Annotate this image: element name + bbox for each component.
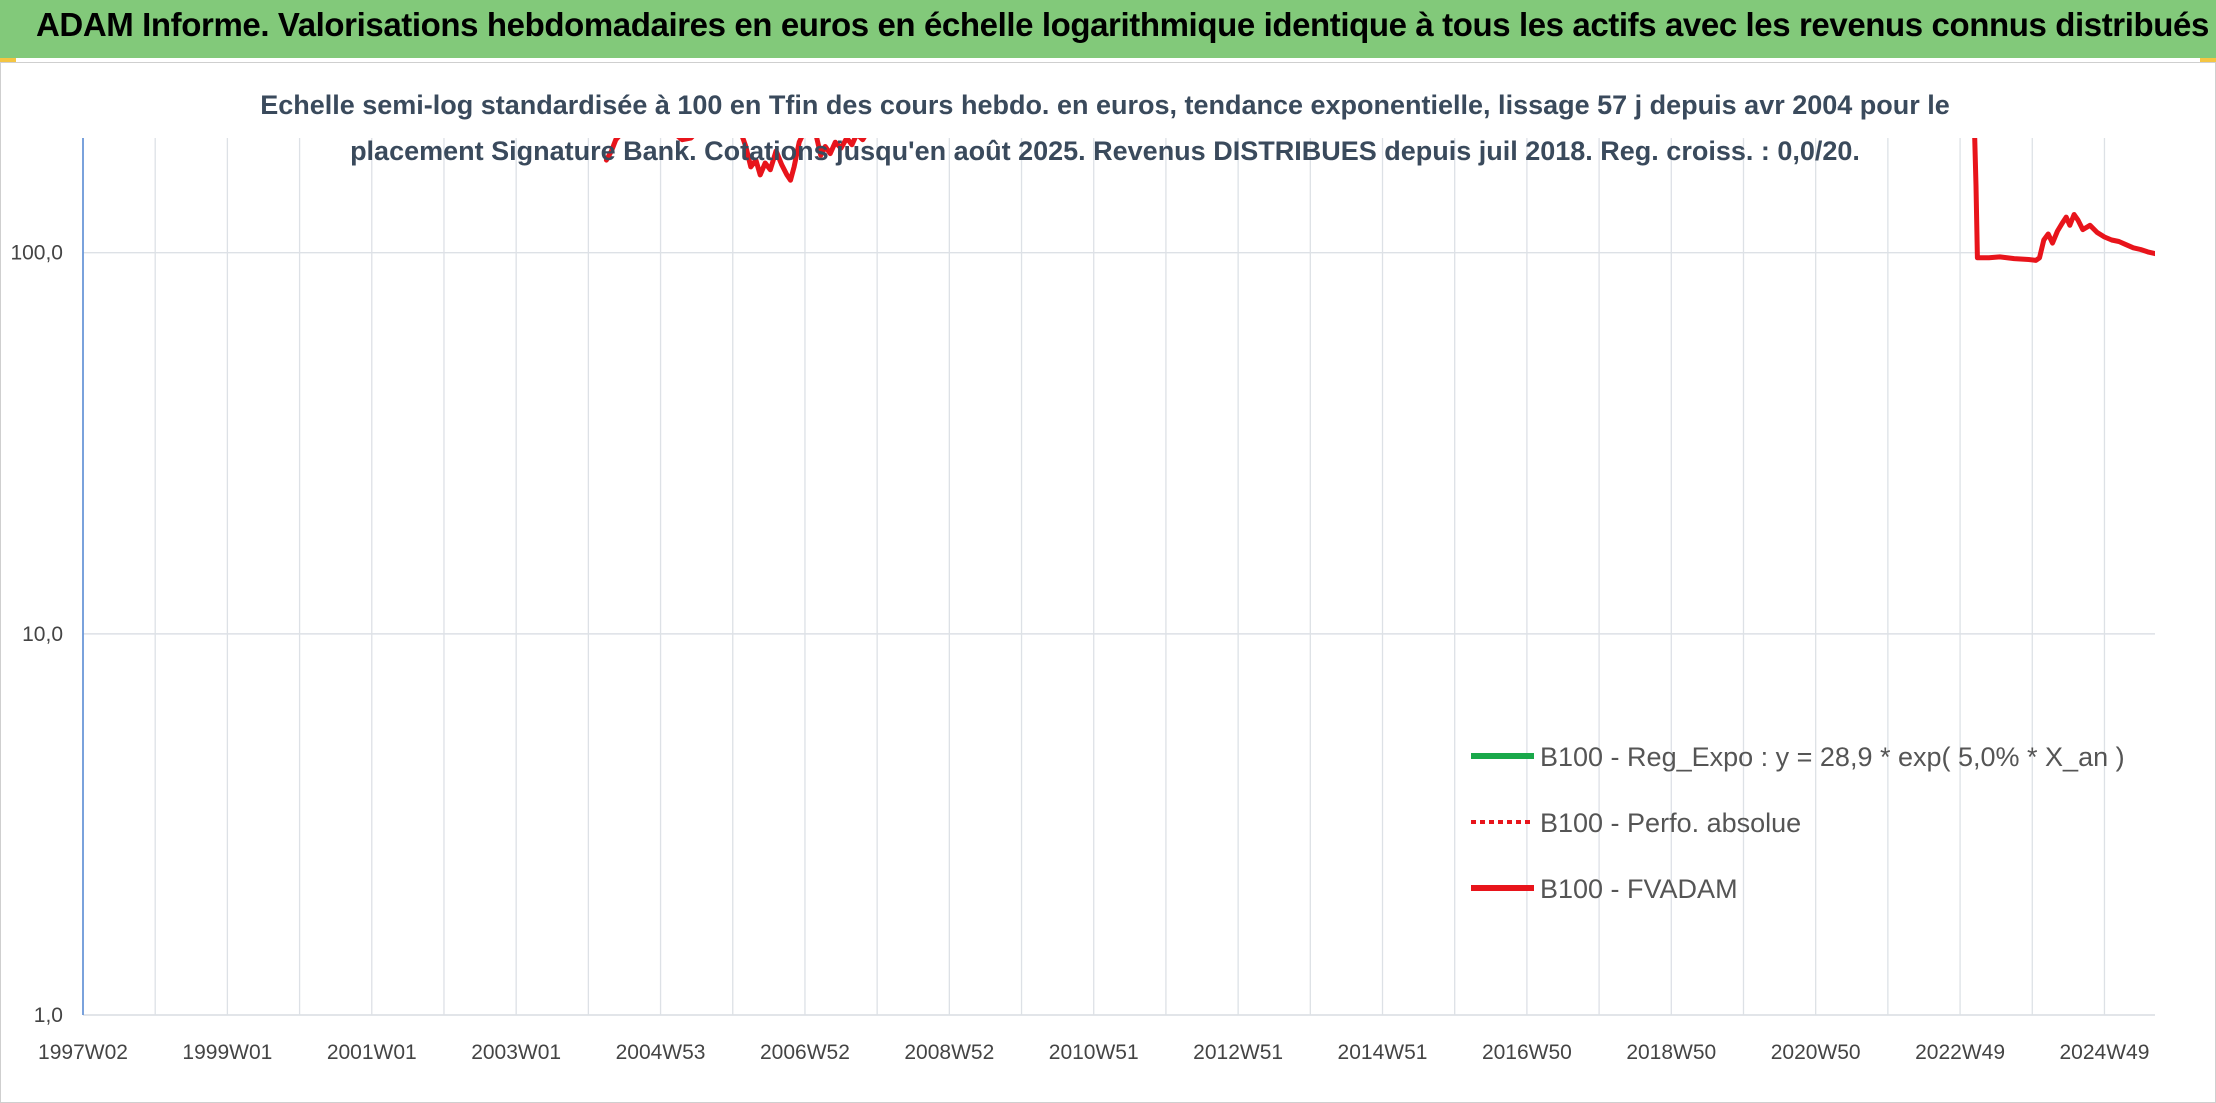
- x-tick-label: 2012W51: [1193, 1041, 1283, 1064]
- chart-legend: B100 - Reg_Expo : y = 28,9 * exp( 5,0% *…: [1471, 742, 2125, 904]
- y-tick-label: 10,0: [22, 623, 63, 646]
- report-title: ADAM Informe. Valorisations hebdomadaire…: [36, 6, 2209, 43]
- x-tick-label: 1999W01: [182, 1041, 272, 1064]
- series-line-fvadam: [740, 138, 867, 183]
- x-tick-label: 2010W51: [1049, 1041, 1139, 1064]
- x-tick-label: 2014W51: [1338, 1041, 1428, 1064]
- gridlines: [82, 138, 2155, 1016]
- x-tick-label: 2018W50: [1626, 1041, 1716, 1064]
- legend-label: B100 - FVADAM: [1540, 874, 1738, 904]
- x-tick-label: 2016W50: [1482, 1041, 1572, 1064]
- y-tick-labels: 1,0 10,0 100,0: [10, 242, 63, 1027]
- series-line-fvadam: [676, 138, 695, 143]
- x-tick-label: 2024W49: [2060, 1041, 2150, 1064]
- x-tick-label: 2022W49: [1915, 1041, 2005, 1064]
- x-tick-label: 2006W52: [760, 1041, 850, 1064]
- log-chart: 1,0 10,0 100,0 1997W02 1999W01 2001W01 2003W0…: [10, 90, 2155, 1064]
- x-tick-label: 2001W01: [327, 1041, 417, 1064]
- x-tick-label: 1997W02: [38, 1041, 128, 1064]
- y-tick-label: 1,0: [34, 1004, 63, 1027]
- x-tick-label: 2008W52: [904, 1041, 994, 1064]
- chart-subtitle-line-2: placement Signature Bank. Cotations jusq…: [350, 136, 1860, 166]
- x-tick-label: 2020W50: [1771, 1041, 1861, 1064]
- y-tick-label: 100,0: [10, 242, 63, 265]
- x-tick-label: 2004W53: [616, 1041, 706, 1064]
- chart-frame: 1,0 10,0 100,0 1997W02 1999W01 2001W01 2003W0…: [0, 62, 2216, 1103]
- legend-label: B100 - Reg_Expo : y = 28,9 * exp( 5,0% *…: [1540, 742, 2125, 772]
- series-layer: [603, 138, 2155, 263]
- legend-label: B100 - Perfo. absolue: [1540, 808, 1801, 838]
- chart-subtitle-line-1: Echelle semi-log standardisée à 100 en T…: [260, 90, 1950, 120]
- report-banner: ADAM Informe. Valorisations hebdomadaire…: [0, 0, 2216, 58]
- x-tick-label: 2003W01: [471, 1041, 561, 1064]
- series-line-fvadam: [1972, 138, 2155, 263]
- series-line-fvadam: [603, 138, 621, 163]
- x-tick-labels: 1997W02 1999W01 2001W01 2003W01 2004W53 2006W…: [38, 1041, 2149, 1064]
